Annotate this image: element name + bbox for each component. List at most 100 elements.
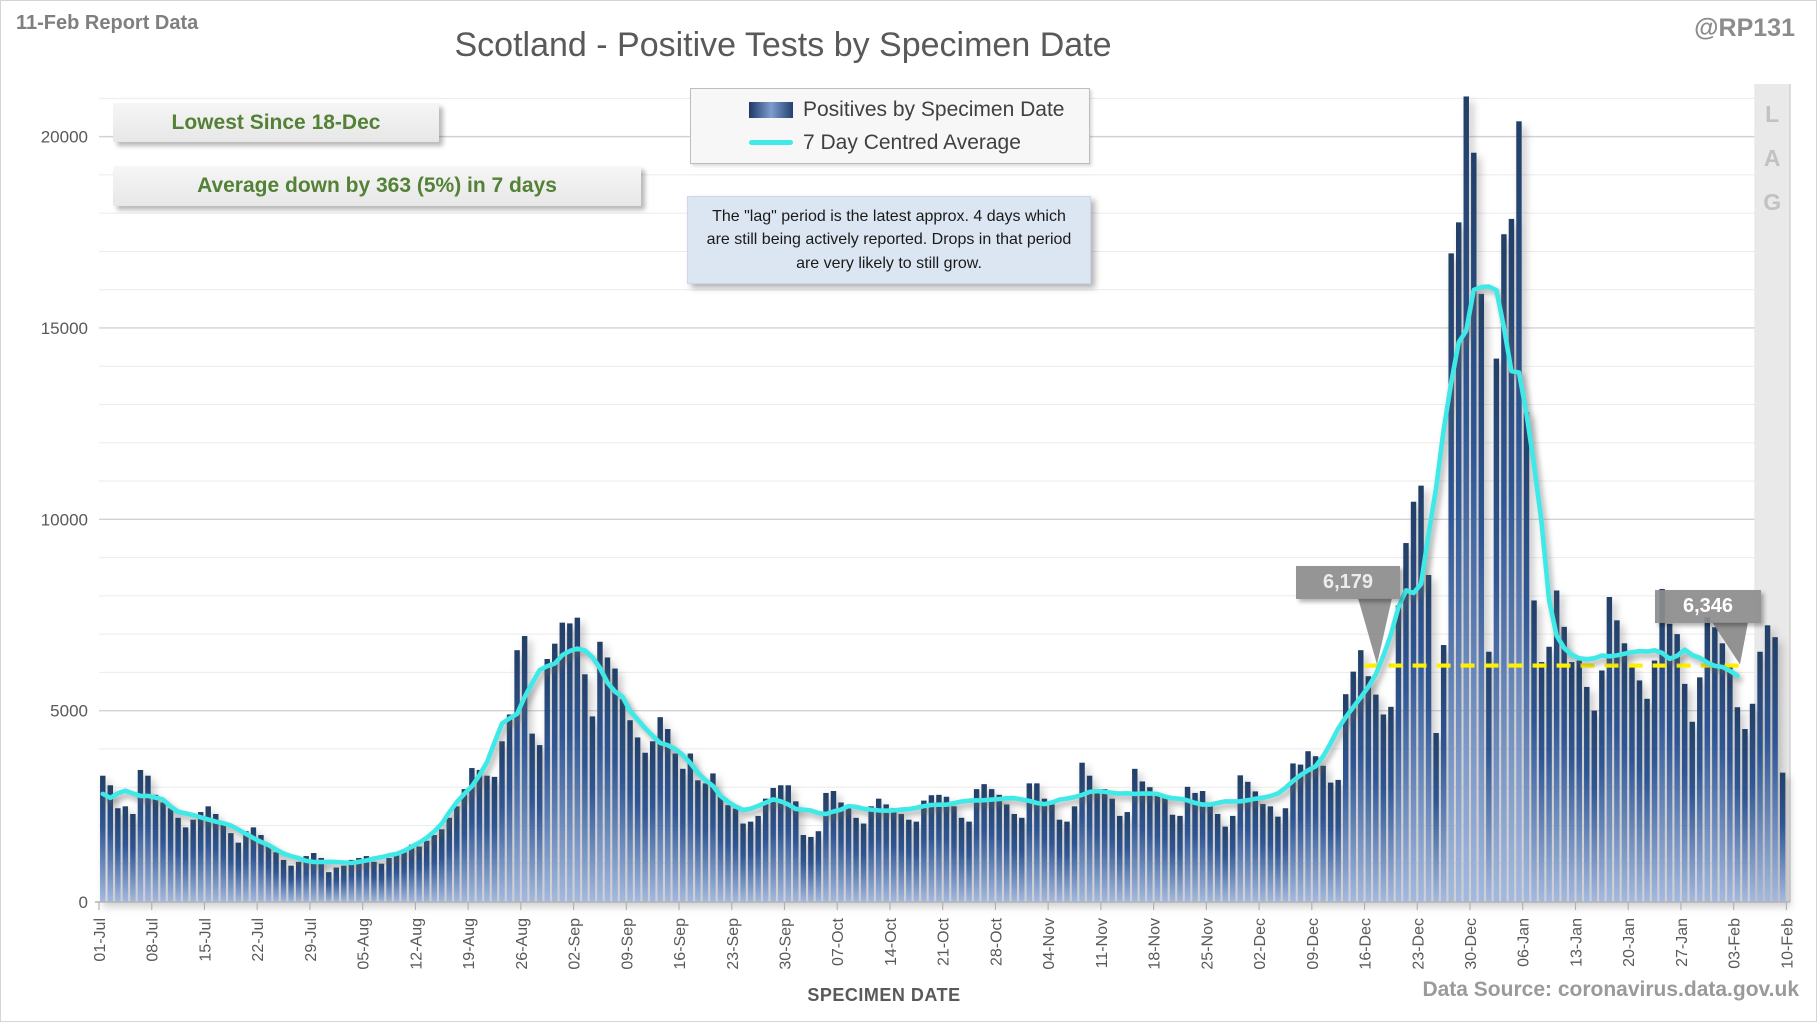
- bar: [815, 831, 822, 902]
- bar: [1516, 121, 1522, 903]
- bar: [755, 815, 761, 902]
- lag-letter: A: [1764, 145, 1781, 171]
- bar: [1343, 694, 1349, 902]
- bar: [491, 776, 498, 902]
- bar: [687, 753, 694, 902]
- bar: [1764, 625, 1771, 902]
- bar: [536, 745, 543, 902]
- bar: [552, 643, 558, 902]
- bar: [1290, 763, 1296, 902]
- bar: [1064, 821, 1070, 902]
- bar: [137, 769, 144, 902]
- bar: [1599, 670, 1605, 902]
- bar: [393, 852, 400, 902]
- bar: [589, 716, 596, 902]
- bar: [446, 817, 453, 902]
- bar: [310, 853, 317, 902]
- bar: [1553, 590, 1560, 902]
- bar: [597, 641, 603, 902]
- bar: [1689, 721, 1695, 902]
- bar: [1094, 789, 1100, 902]
- bar: [439, 829, 445, 902]
- bar: [122, 806, 129, 902]
- bar: [333, 867, 340, 902]
- bar: [295, 861, 302, 902]
- bar: [1681, 683, 1688, 902]
- bar: [1621, 643, 1628, 902]
- bar: [1712, 627, 1718, 902]
- bar: [1448, 253, 1454, 903]
- bar: [1071, 806, 1078, 902]
- bar: [1320, 765, 1326, 902]
- data-source-label: Data Source: coronavirus.data.gov.uk: [1422, 978, 1799, 1001]
- bar: [604, 657, 611, 902]
- bar: [1463, 96, 1469, 902]
- bar: [1011, 813, 1017, 902]
- bar: [160, 802, 166, 902]
- x-tick-label: 01-Jul: [92, 918, 109, 962]
- bar: [228, 833, 234, 902]
- x-tick-label: 08-Jul: [145, 918, 162, 962]
- bar: [1139, 781, 1146, 902]
- y-tick-label: 5000: [50, 702, 88, 721]
- bar: [1742, 729, 1748, 902]
- avg-line: [100, 284, 1740, 866]
- bar: [732, 808, 739, 902]
- bar: [326, 872, 332, 902]
- lag-letter: L: [1765, 101, 1779, 127]
- bar: [100, 775, 106, 902]
- bar: [484, 775, 490, 902]
- bar: [371, 861, 377, 902]
- bar: [401, 850, 407, 902]
- legend-bars-label: Positives by Specimen Date: [803, 97, 1065, 121]
- bar: [1192, 792, 1198, 902]
- bar: [1207, 804, 1213, 902]
- bar: [778, 785, 784, 902]
- bar: [1584, 686, 1590, 902]
- bar: [386, 857, 392, 902]
- bar: [341, 865, 347, 902]
- bar: [1636, 680, 1643, 902]
- x-tick-label: 29-Jul: [303, 918, 320, 962]
- legend-item-bars: Positives by Specimen Date: [749, 98, 1089, 122]
- bar: [1132, 768, 1138, 902]
- bar: [1704, 617, 1711, 902]
- x-tick-label: 12-Aug: [408, 918, 425, 970]
- bar: [1749, 703, 1756, 902]
- x-tick-label: 30-Sep: [778, 918, 795, 970]
- bar: [868, 806, 874, 902]
- bar-series: [100, 96, 1786, 903]
- bar: [1644, 698, 1650, 902]
- bar: [1779, 772, 1786, 902]
- bar: [1659, 588, 1665, 902]
- lowest-since-callout: Lowest Since 18-Dec: [113, 103, 439, 142]
- bar: [634, 737, 641, 902]
- x-tick-label: 27-Jan: [1674, 918, 1691, 967]
- bar: [1019, 817, 1025, 902]
- x-tick-label: 07-Oct: [830, 917, 847, 966]
- x-tick-label: 14-Oct: [883, 917, 900, 966]
- bar: [1727, 667, 1733, 902]
- bar: [529, 733, 535, 902]
- bar: [213, 813, 219, 902]
- x-axis-title: SPECIMEN DATE: [807, 985, 961, 1005]
- bar: [1275, 816, 1281, 902]
- bar: [1305, 751, 1311, 902]
- legend-item-line: 7 Day Centred Average: [749, 131, 1089, 155]
- bar: [280, 859, 287, 902]
- x-tick-label: 03-Feb: [1727, 918, 1744, 969]
- bar: [1177, 815, 1183, 902]
- bar: [1365, 676, 1372, 902]
- lag-note-box: The "lag" period is the latest approx. 4…: [687, 196, 1091, 284]
- bar: [145, 775, 151, 902]
- bar: [1373, 694, 1379, 902]
- bar: [996, 794, 1002, 902]
- x-tick-label: 02-Sep: [567, 918, 584, 970]
- bar: [1674, 634, 1680, 902]
- bar: [898, 813, 904, 902]
- x-tick-label: 23-Sep: [725, 918, 742, 970]
- bar: [1568, 662, 1575, 902]
- bar: [303, 856, 309, 902]
- bar: [499, 741, 505, 902]
- bar: [461, 789, 468, 902]
